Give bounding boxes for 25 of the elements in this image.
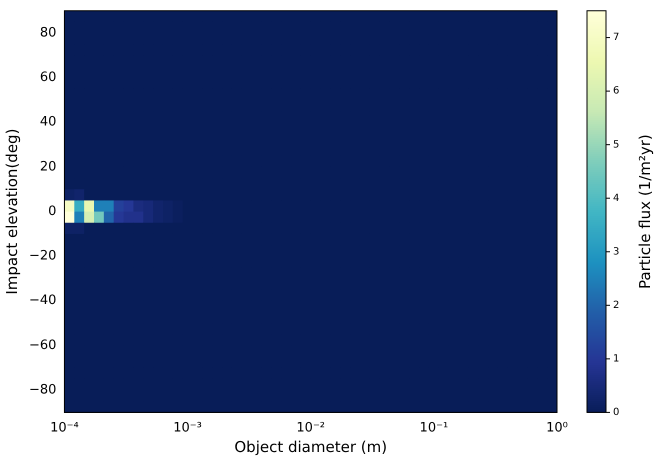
y-axis-title: Impact elevation(deg) [2, 128, 21, 295]
x-tick-label: 10⁻⁴ [50, 420, 79, 436]
y-tick-label: −40 [28, 293, 56, 308]
y-tick-label: −80 [28, 382, 56, 398]
y-tick-label: 40 [40, 114, 56, 130]
x-tick-label: 10⁻³ [173, 420, 202, 436]
y-tick-label: 60 [40, 70, 56, 86]
color-bar-title: Particle flux (1/m²yr) [636, 134, 654, 289]
x-tick-label: 10⁻¹ [420, 420, 448, 436]
x-tick-label: 10⁻² [296, 420, 326, 436]
y-tick-label: 80 [40, 25, 56, 40]
color-bar-label: 0 [613, 406, 620, 418]
color-bar-label: 7 [613, 32, 620, 44]
color-bar-label: 2 [613, 300, 620, 311]
x-axis-title: Object diameter (m) [234, 438, 388, 456]
y-tick-label: −20 [28, 248, 56, 264]
color-bar-label: 3 [613, 246, 620, 258]
color-bar-label: 1 [613, 353, 620, 364]
y-tick-label: −60 [28, 338, 56, 353]
color-bar-label: 6 [613, 86, 620, 97]
x-tick-label: 10⁰ [546, 420, 568, 436]
y-tick-label: 20 [40, 159, 56, 174]
color-bar-label: 4 [613, 192, 620, 204]
y-tick-label: 0 [48, 204, 56, 219]
color-bar-label: 5 [613, 139, 620, 150]
